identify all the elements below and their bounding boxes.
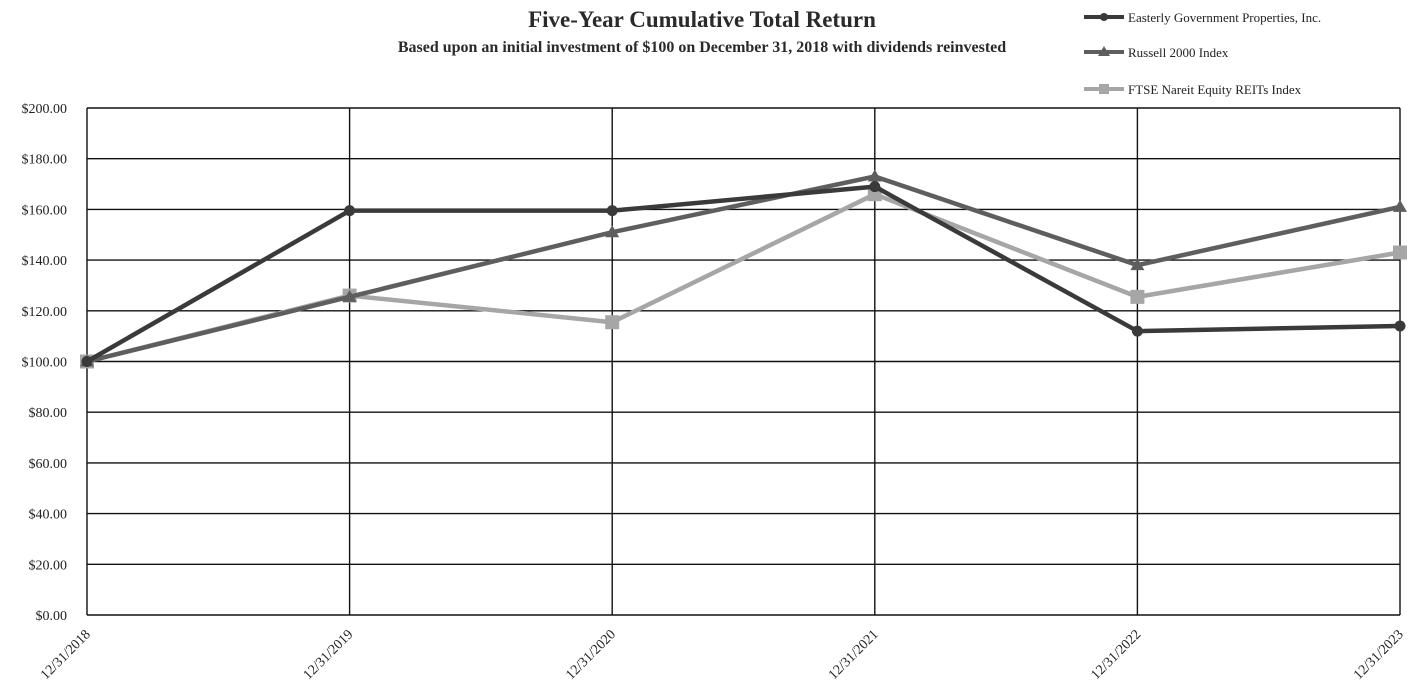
legend-item-russell: Russell 2000 Index (1084, 45, 1229, 60)
y-tick-label: $120.00 (22, 305, 68, 320)
chart-title: Five-Year Cumulative Total Return (528, 7, 876, 32)
data-point-triangle (342, 289, 357, 302)
data-point-circle (869, 181, 881, 193)
data-point-circle (606, 205, 618, 217)
y-tick-label: $160.00 (22, 203, 68, 218)
series-lines (80, 169, 1407, 369)
data-point-triangle (867, 169, 882, 182)
x-tick-label: 12/31/2023 (1351, 627, 1407, 683)
series-line (85, 184, 1401, 364)
y-tick-label: $40.00 (29, 508, 68, 523)
legend-label: Russell 2000 Index (1128, 45, 1229, 60)
series-line (86, 174, 1401, 364)
legend: Easterly Government Properties, Inc. Rus… (1084, 10, 1321, 97)
x-tick-label: 12/31/2018 (38, 627, 94, 683)
y-tick-label: $200.00 (22, 102, 68, 117)
y-tick-label: $60.00 (29, 457, 68, 472)
grid-lines (86, 107, 1401, 616)
data-point-circle (1131, 325, 1143, 337)
legend-marker-triangle (1098, 46, 1110, 56)
legend-label: Easterly Government Properties, Inc. (1128, 10, 1321, 25)
y-tick-label: $100.00 (22, 356, 68, 371)
data-point-square (1393, 245, 1407, 260)
data-point-triangle (605, 225, 620, 238)
data-point-circle (1394, 320, 1406, 332)
y-axis-tick-labels: $0.00 $20.00 $40.00 $60.00 $80.00 $100.00 $120… (22, 102, 68, 624)
x-axis-tick-labels: 12/31/2018 12/31/2019 12/31/2020 12/31/2021… (38, 627, 1407, 683)
legend-marker-circle (1100, 13, 1108, 21)
y-tick-label: $80.00 (29, 406, 68, 421)
x-tick-label: 12/31/2019 (301, 627, 357, 683)
legend-marker-square (1099, 84, 1109, 94)
y-tick-label: $140.00 (22, 254, 68, 269)
data-point-square (605, 315, 620, 330)
x-tick-label: 12/31/2021 (826, 627, 882, 683)
y-tick-label: $0.00 (36, 609, 68, 624)
data-point-triangle (1130, 258, 1145, 271)
chart-subtitle: Based upon an initial investment of $100… (398, 39, 1006, 56)
x-tick-label: 12/31/2020 (563, 627, 619, 683)
data-point-circle (344, 205, 356, 217)
legend-item-ftse: FTSE Nareit Equity REITs Index (1084, 82, 1302, 97)
y-tick-label: $180.00 (22, 153, 68, 168)
data-point-circle (81, 356, 93, 367)
y-tick-label: $20.00 (29, 558, 68, 573)
series-line (86, 191, 1401, 364)
legend-label: FTSE Nareit Equity REITs Index (1128, 82, 1302, 97)
data-point-triangle (1393, 199, 1407, 212)
legend-item-easterly: Easterly Government Properties, Inc. (1084, 10, 1321, 25)
x-tick-label: 12/31/2022 (1089, 627, 1145, 683)
data-point-square (1130, 289, 1145, 304)
